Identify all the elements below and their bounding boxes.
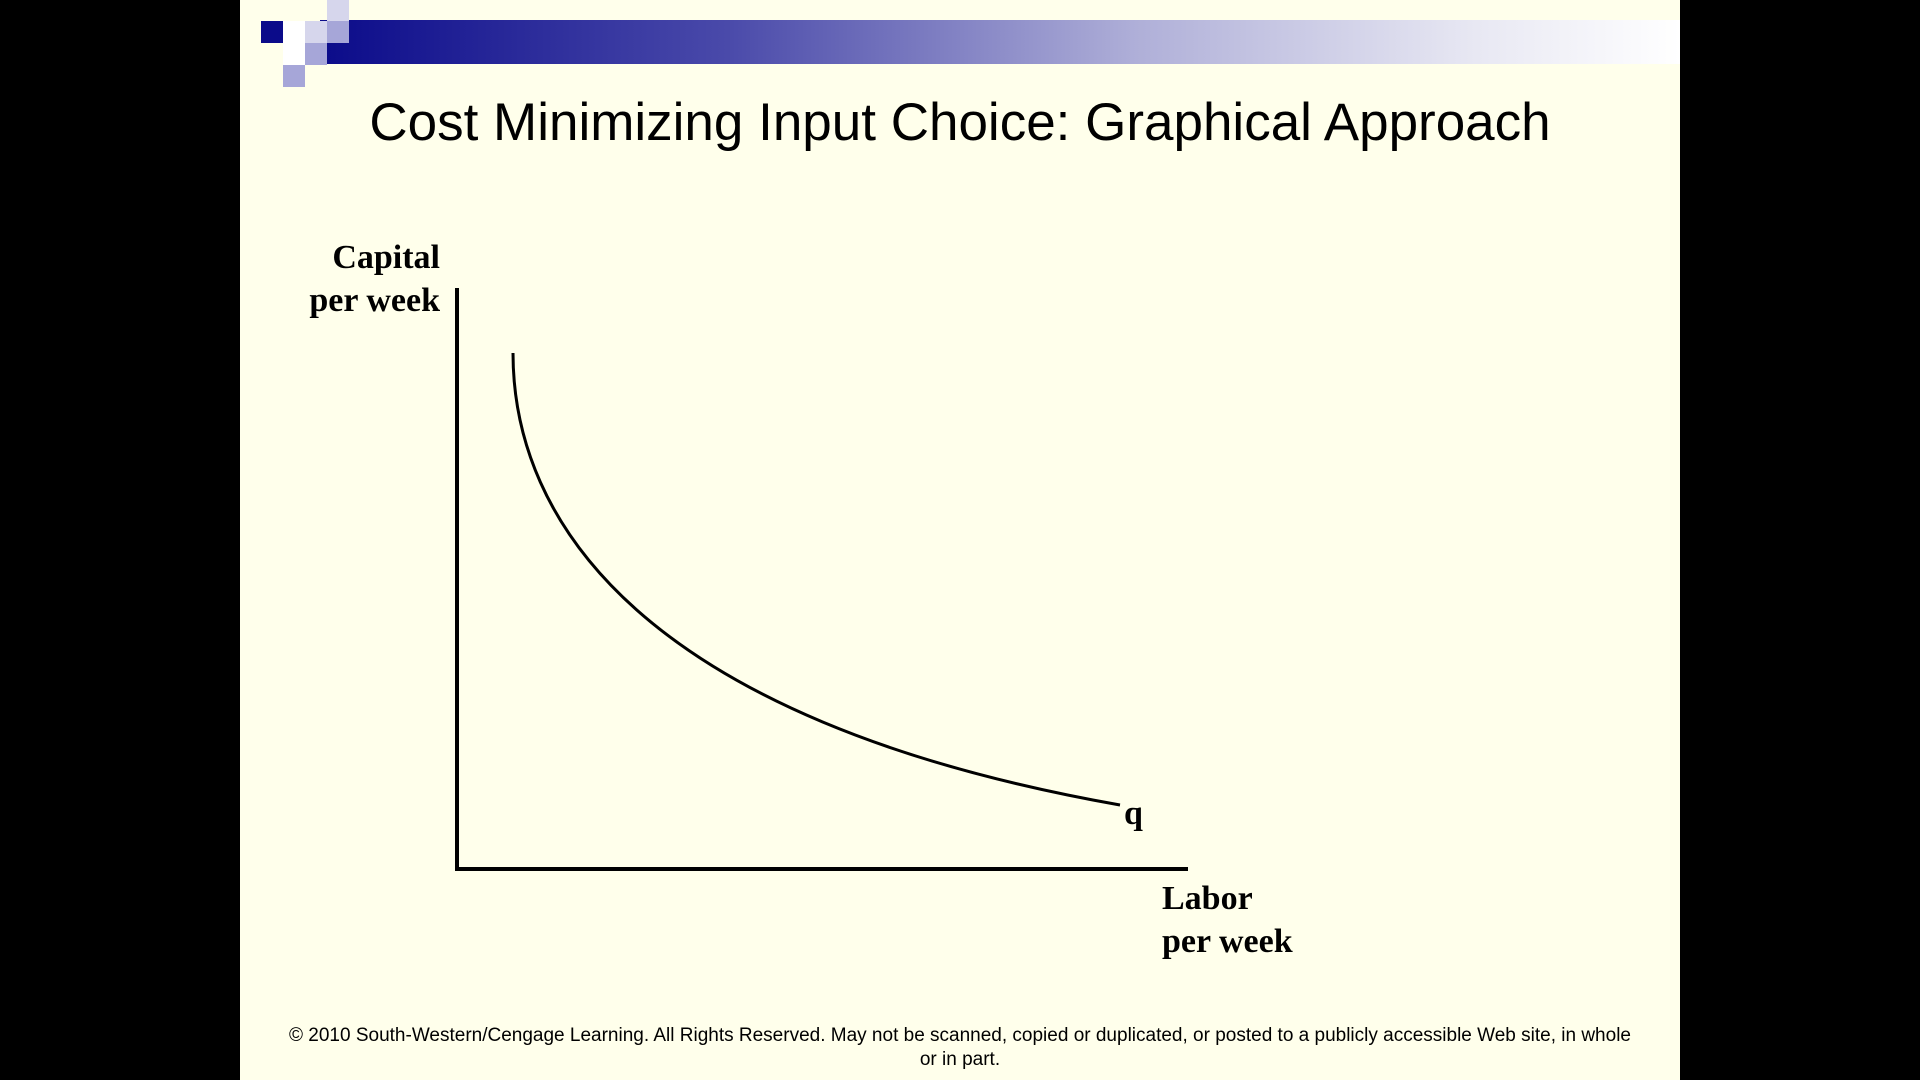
- decor-square: [327, 21, 349, 43]
- decor-square: [327, 0, 349, 21]
- x-axis-label-line: Labor: [1162, 880, 1253, 917]
- title-accent-bar: [320, 20, 1680, 64]
- decor-square: [305, 21, 327, 43]
- y-axis-label-line: per week: [309, 282, 440, 319]
- slide-title: Cost Minimizing Input Choice: Graphical …: [369, 93, 1551, 152]
- decor-square: [283, 65, 305, 87]
- footer-line: or in part.: [919, 1049, 1001, 1070]
- copyright-footer: © 2010 South-Western/Cengage Learning. A…: [240, 1024, 1680, 1072]
- isoquant-curve-q: [511, 352, 1121, 807]
- x-axis-label: Labor per week: [1162, 877, 1293, 963]
- slide: Cost Minimizing Input Choice: Graphical …: [240, 0, 1680, 1080]
- y-axis-label-line: Capital: [332, 239, 440, 276]
- x-axis-label-line: per week: [1162, 923, 1293, 960]
- isoquant-label: q: [1124, 795, 1143, 832]
- decor-square: [283, 21, 305, 43]
- y-axis-label: Capital per week: [280, 236, 440, 322]
- isoquant-diagram: [455, 288, 1188, 871]
- decor-square: [261, 21, 283, 43]
- footer-line: © 2010 South-Western/Cengage Learning. A…: [289, 1025, 1631, 1046]
- decor-square: [283, 43, 305, 65]
- decor-square: [305, 43, 327, 65]
